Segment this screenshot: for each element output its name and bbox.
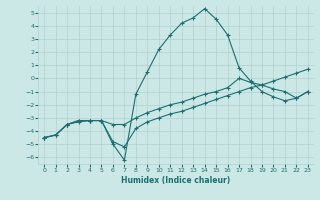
X-axis label: Humidex (Indice chaleur): Humidex (Indice chaleur): [121, 176, 231, 185]
